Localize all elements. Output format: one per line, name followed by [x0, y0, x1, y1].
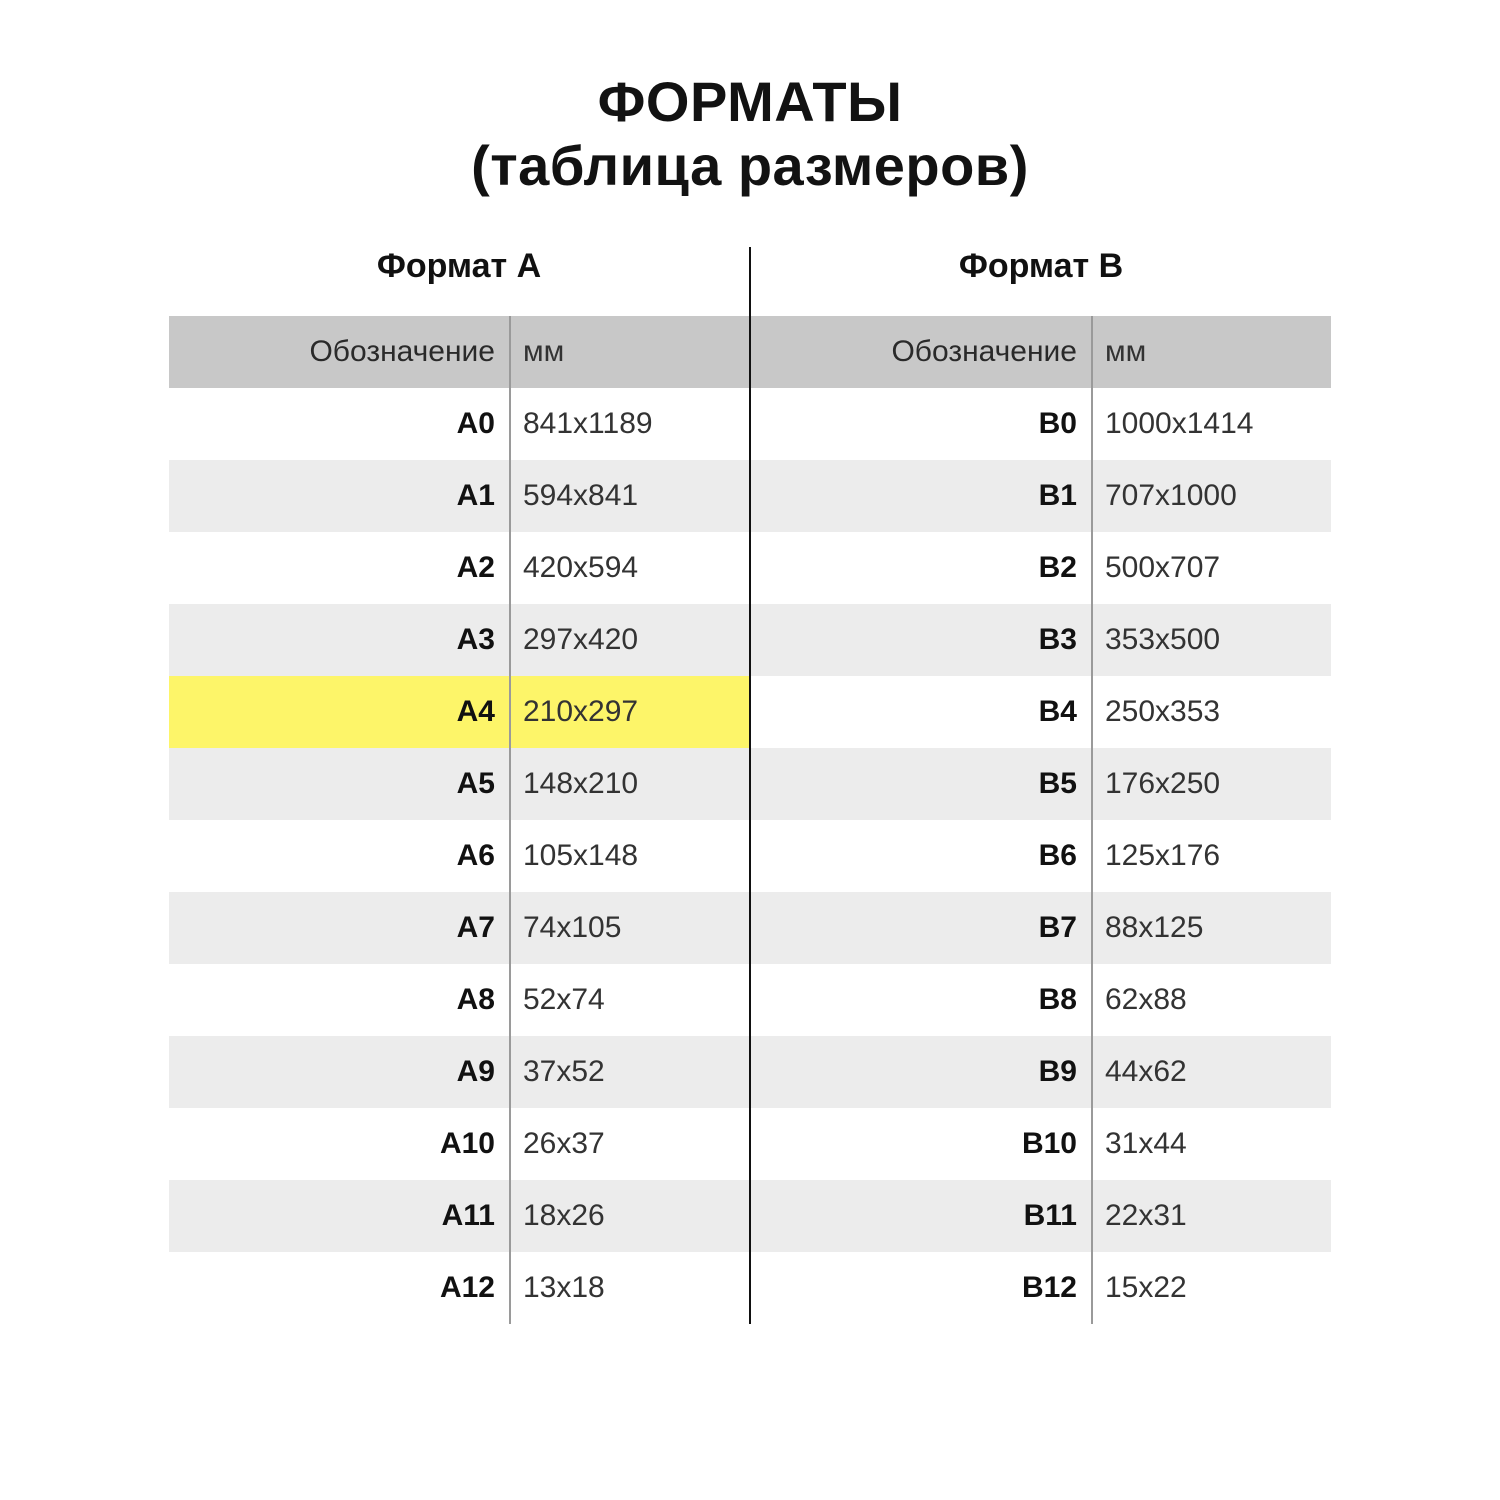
row-label: A8	[169, 983, 509, 1017]
table-row: B5176x250	[751, 748, 1331, 820]
row-value: 1000x1414	[1091, 407, 1331, 441]
table-row: B1122x31	[751, 1180, 1331, 1252]
row-label: A11	[169, 1199, 509, 1233]
tables-wrap: Формат А ОбозначениеммA0841x1189A1594x84…	[0, 247, 1500, 1324]
table-row: B4250x353	[751, 676, 1331, 748]
row-label: B2	[751, 551, 1091, 585]
row-label: A3	[169, 623, 509, 657]
row-label: A7	[169, 911, 509, 945]
table-row: B944x62	[751, 1036, 1331, 1108]
table-row: A6105x148	[169, 820, 749, 892]
row-value: 18x26	[509, 1199, 749, 1233]
table-row: A1026x37	[169, 1108, 749, 1180]
table-row: B3353x500	[751, 604, 1331, 676]
row-label: A6	[169, 839, 509, 873]
table-row: B1707x1000	[751, 460, 1331, 532]
row-label: A2	[169, 551, 509, 585]
table-row: A1213x18	[169, 1252, 749, 1324]
row-label: B11	[751, 1199, 1091, 1233]
row-value: 594x841	[509, 479, 749, 513]
row-label: A10	[169, 1127, 509, 1161]
column-divider	[509, 316, 511, 1324]
row-value: 125x176	[1091, 839, 1331, 873]
row-label: B12	[751, 1271, 1091, 1305]
row-value: 26x37	[509, 1127, 749, 1161]
row-label: B0	[751, 407, 1091, 441]
row-value: 297x420	[509, 623, 749, 657]
row-value: 420x594	[509, 551, 749, 585]
table-row: A4210x297	[169, 676, 749, 748]
page-title-block: ФОРМАТЫ (таблица размеров)	[0, 70, 1500, 199]
format-b-section: Формат B ОбозначениеммB01000x1414B1707x1…	[751, 247, 1331, 1324]
format-b-table: ОбозначениеммB01000x1414B1707x1000B2500x…	[751, 316, 1331, 1324]
table-row: A1118x26	[169, 1180, 749, 1252]
table-row: B2500x707	[751, 532, 1331, 604]
row-value: 353x500	[1091, 623, 1331, 657]
table-row: A937x52	[169, 1036, 749, 1108]
row-value: 52x74	[509, 983, 749, 1017]
table-row: B6125x176	[751, 820, 1331, 892]
header-value: мм	[509, 335, 749, 369]
table-row: A852x74	[169, 964, 749, 1036]
page: ФОРМАТЫ (таблица размеров) Формат А Обоз…	[0, 0, 1500, 1500]
row-value: 62x88	[1091, 983, 1331, 1017]
row-label: B6	[751, 839, 1091, 873]
row-value: 13x18	[509, 1271, 749, 1305]
row-value: 22x31	[1091, 1199, 1331, 1233]
table-row: A0841x1189	[169, 388, 749, 460]
row-value: 148x210	[509, 767, 749, 801]
row-label: B7	[751, 911, 1091, 945]
table-row: A774x105	[169, 892, 749, 964]
table-row: A5148x210	[169, 748, 749, 820]
row-label: A0	[169, 407, 509, 441]
row-value: 500x707	[1091, 551, 1331, 585]
row-value: 37x52	[509, 1055, 749, 1089]
row-label: A1	[169, 479, 509, 513]
row-label: B10	[751, 1127, 1091, 1161]
row-value: 176x250	[1091, 767, 1331, 801]
row-value: 707x1000	[1091, 479, 1331, 513]
row-value: 88x125	[1091, 911, 1331, 945]
table-header-row: Обозначениемм	[751, 316, 1331, 388]
table-row: B788x125	[751, 892, 1331, 964]
header-value: мм	[1091, 335, 1331, 369]
row-label: B9	[751, 1055, 1091, 1089]
header-label: Обозначение	[751, 335, 1091, 369]
row-label: A5	[169, 767, 509, 801]
page-title-line2: (таблица размеров)	[0, 134, 1500, 198]
column-divider	[1091, 316, 1093, 1324]
row-label: B4	[751, 695, 1091, 729]
row-value: 74x105	[509, 911, 749, 945]
row-value: 44x62	[1091, 1055, 1331, 1089]
table-header-row: Обозначениемм	[169, 316, 749, 388]
header-label: Обозначение	[169, 335, 509, 369]
row-value: 210x297	[509, 695, 749, 729]
table-row: B1031x44	[751, 1108, 1331, 1180]
table-row: A1594x841	[169, 460, 749, 532]
row-label: A4	[169, 695, 509, 729]
format-a-table: ОбозначениеммA0841x1189A1594x841A2420x59…	[169, 316, 749, 1324]
row-value: 15x22	[1091, 1271, 1331, 1305]
row-label: B8	[751, 983, 1091, 1017]
format-a-section: Формат А ОбозначениеммA0841x1189A1594x84…	[169, 247, 749, 1324]
format-b-title: Формат B	[751, 247, 1331, 316]
row-label: B1	[751, 479, 1091, 513]
row-value: 31x44	[1091, 1127, 1331, 1161]
table-row: B01000x1414	[751, 388, 1331, 460]
page-title-line1: ФОРМАТЫ	[0, 70, 1500, 134]
row-label: A12	[169, 1271, 509, 1305]
row-value: 841x1189	[509, 407, 749, 441]
table-row: A2420x594	[169, 532, 749, 604]
format-a-title: Формат А	[169, 247, 749, 316]
row-value: 105x148	[509, 839, 749, 873]
table-row: A3297x420	[169, 604, 749, 676]
row-label: B3	[751, 623, 1091, 657]
row-value: 250x353	[1091, 695, 1331, 729]
row-label: A9	[169, 1055, 509, 1089]
row-label: B5	[751, 767, 1091, 801]
table-row: B1215x22	[751, 1252, 1331, 1324]
table-row: B862x88	[751, 964, 1331, 1036]
